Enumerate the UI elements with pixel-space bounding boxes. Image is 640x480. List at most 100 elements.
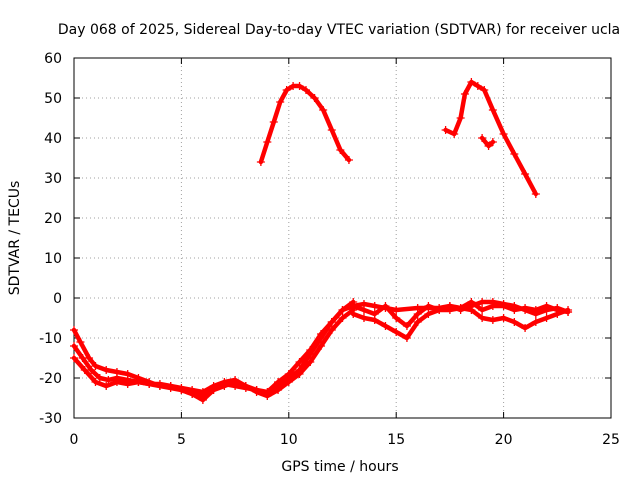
data-point <box>80 366 89 374</box>
y-axis-label: SDTVAR / TECUs <box>7 181 23 296</box>
data-point <box>188 390 197 398</box>
data-point <box>499 130 508 138</box>
x-tick-label: 15 <box>387 432 405 448</box>
data-point <box>435 304 444 312</box>
data-point <box>413 304 422 312</box>
axis-ticks <box>73 57 612 419</box>
data-point <box>327 326 336 334</box>
data-point <box>359 314 368 322</box>
data-point <box>301 86 310 94</box>
x-tick-label: 0 <box>70 432 79 448</box>
data-point <box>392 314 401 322</box>
data-point <box>478 298 487 306</box>
y-tick-label: 50 <box>44 91 62 107</box>
data-point <box>510 302 519 310</box>
data-point <box>256 158 265 166</box>
data-point <box>445 302 454 310</box>
data-point <box>531 190 540 198</box>
data-point <box>276 98 285 106</box>
data-point <box>155 380 164 388</box>
data-point <box>198 396 207 404</box>
data-point <box>392 328 401 336</box>
data-point <box>91 362 100 370</box>
data-point <box>338 314 347 322</box>
data-point <box>450 130 459 138</box>
data-point <box>177 386 186 394</box>
data-point <box>467 78 476 86</box>
data-point <box>542 314 551 322</box>
y-tick-label: 60 <box>44 51 62 67</box>
data-point <box>134 378 143 386</box>
data-point <box>102 366 111 374</box>
data-point <box>456 114 465 122</box>
data-point <box>282 86 291 94</box>
data-point <box>359 300 368 308</box>
data-point <box>488 138 497 146</box>
data-point <box>349 302 358 310</box>
data-point <box>252 388 261 396</box>
data-point <box>231 378 240 386</box>
data-point <box>295 370 304 378</box>
data-point <box>531 318 540 326</box>
x-tick-label: 10 <box>280 432 298 448</box>
data-point <box>336 146 345 154</box>
data-point <box>402 334 411 342</box>
data-point <box>70 342 78 350</box>
data-point <box>488 298 497 306</box>
data-series <box>70 78 573 404</box>
data-point <box>510 318 519 326</box>
data-point <box>76 338 85 346</box>
data-point <box>478 134 487 142</box>
x-axis-label: GPS time / hours <box>281 459 398 475</box>
data-point <box>78 354 87 362</box>
data-point <box>70 354 78 362</box>
data-point <box>295 82 304 90</box>
data-point <box>102 382 111 390</box>
data-point <box>209 386 218 394</box>
data-point <box>402 322 411 330</box>
series-arc-2 <box>443 79 539 197</box>
chart-title: Day 068 of 2025, Sidereal Day-to-day VTE… <box>58 22 620 38</box>
data-point <box>564 308 573 316</box>
data-point <box>478 314 487 322</box>
data-point <box>392 306 401 314</box>
data-point <box>104 376 113 384</box>
data-point <box>95 374 104 382</box>
y-tick-label: -10 <box>39 331 62 347</box>
data-point <box>473 82 482 90</box>
data-point <box>166 382 175 390</box>
x-tick-label: 5 <box>177 432 186 448</box>
data-point <box>220 382 229 390</box>
y-tick-label: 0 <box>53 291 62 307</box>
data-point <box>456 306 465 314</box>
data-point <box>542 306 551 314</box>
data-point <box>381 304 390 312</box>
data-point <box>145 380 154 388</box>
series-track-a <box>71 299 356 395</box>
data-point <box>263 138 272 146</box>
data-point <box>484 142 493 150</box>
data-point <box>370 316 379 324</box>
data-point <box>91 378 100 386</box>
data-point <box>521 306 530 314</box>
grid-lines <box>74 58 611 418</box>
data-point <box>460 90 469 98</box>
plot-frame <box>73 57 612 419</box>
data-point <box>241 382 250 390</box>
data-point <box>488 316 497 324</box>
data-point <box>441 126 450 134</box>
data-point <box>284 378 293 386</box>
data-point <box>263 392 272 400</box>
data-point <box>112 378 121 386</box>
data-point <box>499 314 508 322</box>
data-point <box>269 118 278 126</box>
data-point <box>478 306 487 314</box>
data-point <box>327 126 336 134</box>
y-tick-label: 40 <box>44 131 62 147</box>
data-point <box>123 380 132 388</box>
data-point <box>488 106 497 114</box>
data-point <box>310 94 319 102</box>
data-point <box>531 310 540 318</box>
data-point <box>70 326 78 334</box>
